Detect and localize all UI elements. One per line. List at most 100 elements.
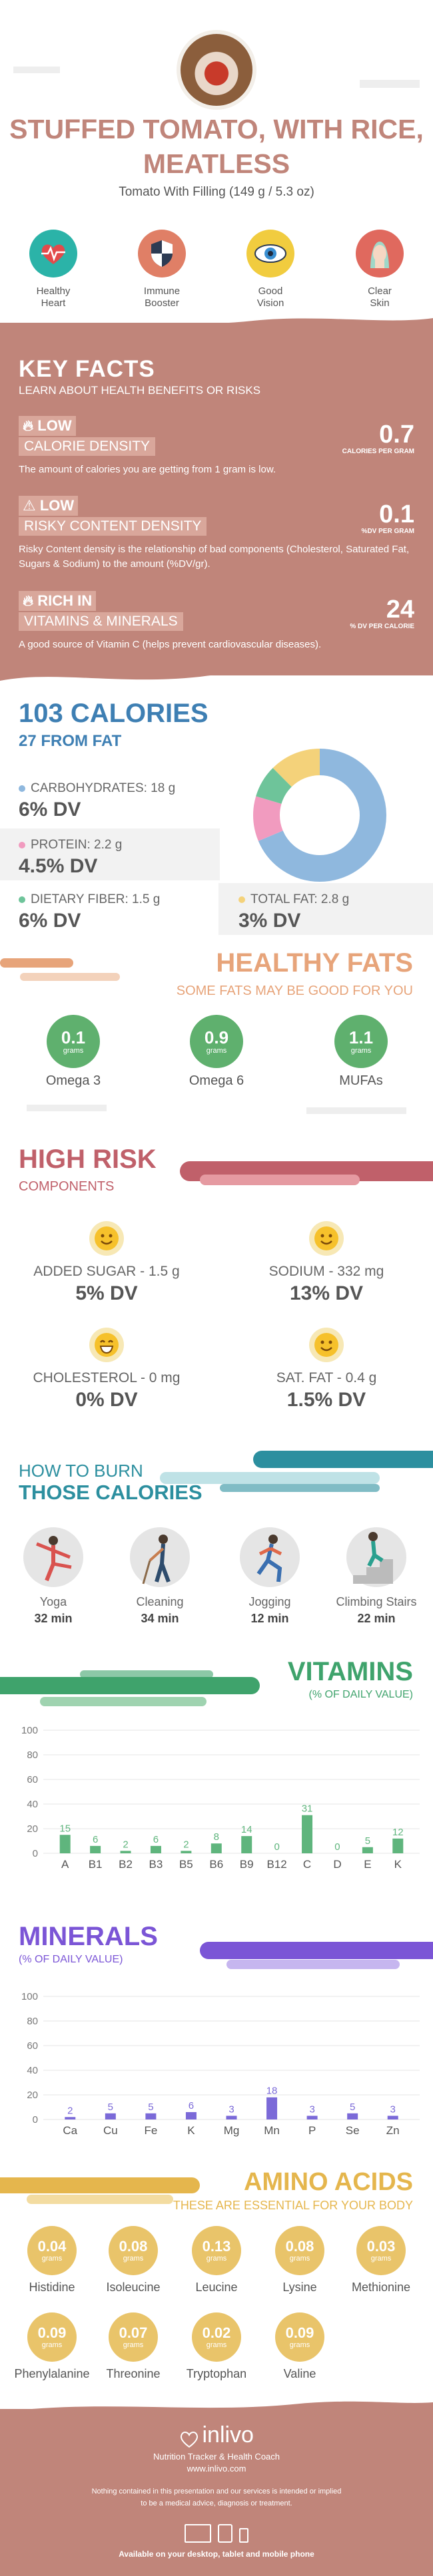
- flame-icon: 🔥︎: [23, 417, 34, 434]
- amino-unit: grams: [289, 2255, 310, 2263]
- vitamin-category-label: C: [303, 1858, 311, 1871]
- vitamin-data-label: 0: [334, 1841, 340, 1853]
- amino-unit: grams: [41, 2255, 63, 2263]
- amino-label: Tryptophan: [186, 2367, 247, 2380]
- macro-dv: 3% DV: [238, 910, 301, 932]
- smiley-icon: [89, 1221, 124, 1256]
- mineral-bar: [145, 2113, 157, 2119]
- amino-value: 0.02: [202, 2324, 231, 2341]
- fat-label: Omega 6: [189, 1073, 244, 1088]
- decor-bar: [13, 67, 60, 73]
- legend-dot: [19, 785, 25, 792]
- amino-label: Histidine: [29, 2281, 75, 2294]
- amino-label: Lysine: [282, 2281, 317, 2294]
- fat-value: 0.1: [61, 1027, 86, 1047]
- amino-leucine: 0.13 grams Leucine: [177, 2226, 256, 2295]
- activity-time: 32 min: [34, 1612, 73, 1625]
- activity-label: Jogging: [248, 1595, 291, 1608]
- vitamin-data-label: 14: [241, 1824, 252, 1835]
- y-tick-label: 0: [33, 1848, 38, 1859]
- fact-calorie-density: 🔥︎ LOW CALORIE DENSITY 0.7 CALORIES PER G…: [19, 416, 414, 477]
- mineral-category-label: P: [308, 2124, 316, 2137]
- vitamin-data-label: 0: [274, 1841, 279, 1853]
- amino-value: 0.09: [285, 2324, 314, 2341]
- vitamin-data-label: 6: [153, 1834, 159, 1845]
- vitamin-bar: [150, 1845, 161, 1853]
- inlivo-logo: inlivo: [0, 2422, 433, 2448]
- amino-unit: grams: [289, 2341, 310, 2349]
- fact-value: 24% DV PER CALORIE: [350, 596, 414, 630]
- amino-label: Methionine: [351, 2281, 411, 2294]
- fact-value-unit: % DV PER CALORIE: [350, 623, 414, 630]
- vitamin-data-label: 31: [302, 1803, 313, 1815]
- risk-sodium: SODIUM - 332 mg 13% DV: [226, 1221, 426, 1305]
- decor-bar: [226, 1960, 400, 1969]
- amino-badge: 0.08 grams: [109, 2226, 158, 2275]
- vitamin-data-label: 8: [214, 1831, 219, 1843]
- fact-risky-content: ⚠︎ LOW RISKY CONTENT DENSITY 0.1 %DV PER …: [19, 496, 414, 572]
- brand-name: inlivo: [202, 2422, 254, 2448]
- mineral-data-label: 18: [266, 2086, 278, 2097]
- vitamin-category-label: B2: [119, 1858, 133, 1871]
- benefit-label: Healthy Heart: [36, 285, 71, 309]
- fat-label: Omega 3: [45, 1073, 101, 1088]
- amino-badge: 0.03 grams: [356, 2226, 406, 2275]
- amino-value: 0.03: [366, 2238, 396, 2255]
- amino-badge: 0.02 grams: [192, 2312, 241, 2362]
- vitamin-bar: [302, 1815, 313, 1853]
- fact-vitamins-minerals: 🔥︎ RICH IN VITAMINS & MINERALS 24% DV PE…: [19, 591, 414, 652]
- heart-rate-icon: [29, 230, 77, 277]
- fat-value: 1.1: [348, 1027, 374, 1047]
- fat-unit: grams: [206, 1047, 227, 1055]
- mineral-bar: [387, 2116, 398, 2119]
- macro-label: PROTEIN: 2.2 g: [31, 838, 123, 852]
- activity-label: Climbing Stairs: [336, 1595, 417, 1608]
- amino-tryptophan: 0.02 grams Tryptophan: [177, 2312, 256, 2381]
- vitamin-data-label: 12: [392, 1827, 404, 1838]
- fact-level: ⚠︎ LOW: [19, 496, 79, 516]
- jogging-icon: [240, 1527, 300, 1587]
- amino-acids-title: AMINO ACIDS: [243, 2168, 413, 2196]
- activity-label: Yoga: [39, 1595, 67, 1608]
- vitamins-title: VITAMINS: [287, 1657, 413, 1686]
- y-tick-label: 40: [27, 1799, 38, 1810]
- food-photo: [177, 30, 256, 110]
- risk-dv: 0% DV: [75, 1389, 138, 1411]
- fact-value-number: 0.1: [379, 500, 414, 528]
- footer-disclaimer: Nothing contained in this presentation a…: [91, 2487, 342, 2495]
- benefit-good-vision: Good Vision: [230, 230, 310, 309]
- macro-donut-chart: [253, 749, 386, 882]
- mineral-data-label: 3: [228, 2104, 234, 2115]
- macro-label: TOTAL FAT: 2.8 g: [250, 892, 350, 906]
- serving-subtitle: Tomato With Filling (149 g / 5.3 oz): [119, 185, 314, 199]
- vitamin-bar: [392, 1838, 404, 1853]
- stairs-icon: [346, 1527, 406, 1587]
- y-tick-label: 60: [27, 1774, 38, 1785]
- amino-label: Isoleucine: [106, 2281, 161, 2294]
- amino-value: 0.09: [37, 2324, 67, 2341]
- amino-value: 0.08: [285, 2238, 314, 2255]
- phone-icon: [239, 2528, 248, 2543]
- amino-unit: grams: [206, 2255, 227, 2263]
- amino-label: Valine: [283, 2367, 316, 2380]
- fact-name: RISKY CONTENT DENSITY: [19, 517, 207, 536]
- vitamin-category-label: A: [61, 1858, 69, 1871]
- minerals-subtitle: (% OF DAILY VALUE): [19, 1954, 123, 1965]
- mineral-category-label: Zn: [386, 2124, 400, 2137]
- mineral-bar: [347, 2113, 358, 2119]
- donut-protein: [253, 749, 386, 882]
- amino-lysine: 0.08 grams Lysine: [260, 2226, 340, 2295]
- amino-badge: 0.13 grams: [192, 2226, 241, 2275]
- risk-dv: 5% DV: [75, 1282, 138, 1304]
- fat-badge: 0.9 grams: [190, 1015, 243, 1068]
- risk-label: CHOLESTEROL - 0 mg: [33, 1370, 181, 1385]
- footer-url[interactable]: www.inlivo.com: [187, 2464, 246, 2474]
- fact-value-unit: %DV PER GRAM: [361, 528, 414, 535]
- y-tick-label: 0: [33, 2114, 38, 2125]
- eye-icon: [246, 230, 294, 277]
- amino-unit: grams: [123, 2255, 144, 2263]
- benefit-clear-skin: Clear Skin: [340, 230, 420, 309]
- mineral-bar: [65, 2117, 76, 2119]
- healthy-fats-title: HEALTHY FATS: [216, 948, 413, 978]
- vitamin-data-label: 15: [59, 1823, 71, 1834]
